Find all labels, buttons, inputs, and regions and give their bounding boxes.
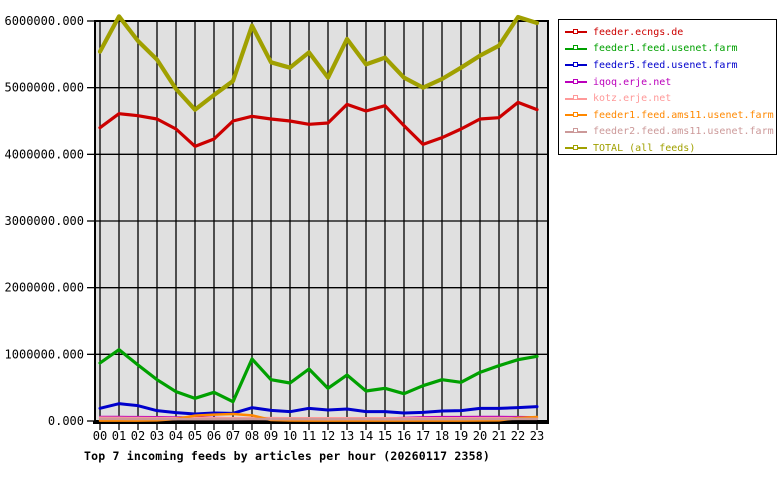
series-line-feeder-ecngs-de xyxy=(98,100,539,148)
x-tick-label: 03 xyxy=(150,429,164,443)
x-tick-label: 19 xyxy=(454,429,468,443)
legend-label: feeder5.feed.usenet.farm xyxy=(593,59,738,71)
x-tick-label: 07 xyxy=(226,429,240,443)
legend-label: iqoq.erje.net xyxy=(593,76,672,88)
legend-label: feeder2.feed.ams11.usenet.farm xyxy=(593,126,774,138)
y-tick-label: 6000000.000 xyxy=(5,14,84,28)
x-tick-label: 17 xyxy=(416,429,430,443)
legend-item: iqoq.erje.net xyxy=(565,74,776,91)
x-tick-label: 14 xyxy=(359,429,373,443)
legend-item: feeder1.feed.usenet.farm xyxy=(565,41,776,58)
x-tick-label: 00 xyxy=(93,429,107,443)
x-tick-label: 15 xyxy=(378,429,392,443)
x-tick-label: 05 xyxy=(188,429,202,443)
legend-point-marker xyxy=(573,61,578,67)
legend-line-marker xyxy=(565,95,587,101)
legend-label: feeder.ecngs.de xyxy=(593,26,684,38)
legend-item: TOTAL (all feeds) xyxy=(565,140,776,157)
legend-label: feeder1.feed.usenet.farm xyxy=(593,43,738,55)
legend-item: feeder.ecngs.de xyxy=(565,24,776,41)
legend-line-marker xyxy=(565,28,587,34)
legend-label: TOTAL (all feeds) xyxy=(593,142,696,154)
legend-point-marker xyxy=(573,45,578,51)
series-line-feeder5-feed-usenet-farm xyxy=(98,402,539,416)
legend-label: feeder1.feed.ams11.usenet.farm xyxy=(593,109,774,121)
x-tick-label: 12 xyxy=(321,429,335,443)
legend-item: kotz.erje.net xyxy=(565,90,776,107)
legend-item: feeder5.feed.usenet.farm xyxy=(565,57,776,74)
x-tick-label: 02 xyxy=(131,429,145,443)
y-tick-label: 5000000.000 xyxy=(5,81,84,95)
legend-line-marker xyxy=(565,111,587,117)
x-tick-label: 13 xyxy=(340,429,354,443)
x-tick-label: 20 xyxy=(473,429,487,443)
legend-box: feeder.ecngs.de feeder1.feed.usenet.farm f… xyxy=(558,19,777,155)
legend-label: kotz.erje.net xyxy=(593,93,672,105)
x-tick-label: 08 xyxy=(245,429,259,443)
y-tick-label: 3000000.000 xyxy=(5,214,84,228)
x-tick-label: 18 xyxy=(435,429,449,443)
x-tick-label: 01 xyxy=(112,429,126,443)
legend-line-marker xyxy=(565,61,587,67)
y-tick-label: 2000000.000 xyxy=(5,281,84,295)
legend-point-marker xyxy=(573,111,578,117)
legend-item: feeder1.feed.ams11.usenet.farm xyxy=(565,107,776,124)
x-tick-label: 22 xyxy=(511,429,525,443)
y-tick-label: 1000000.000 xyxy=(5,347,84,361)
x-tick-label: 11 xyxy=(302,429,316,443)
legend-line-marker xyxy=(565,45,587,51)
x-tick-label: 06 xyxy=(207,429,221,443)
legend-point-marker xyxy=(573,78,578,84)
legend-point-marker xyxy=(573,128,578,134)
legend-point-marker xyxy=(573,28,578,34)
series-line-feeder1-feed-usenet-farm xyxy=(98,348,539,404)
y-tick-label: 4000000.000 xyxy=(5,147,84,161)
x-tick-label: 10 xyxy=(283,429,297,443)
x-tick-label: 04 xyxy=(169,429,183,443)
legend-item: feeder2.feed.ams11.usenet.farm xyxy=(565,124,776,141)
x-tick-label: 23 xyxy=(530,429,544,443)
legend-point-marker xyxy=(573,144,578,150)
x-tick-label: 16 xyxy=(397,429,411,443)
x-tick-label: 21 xyxy=(492,429,506,443)
series-line-total-all-feeds- xyxy=(97,14,540,112)
legend-line-marker xyxy=(565,144,587,150)
legend-point-marker xyxy=(573,95,578,101)
x-tick-label: 09 xyxy=(264,429,278,443)
y-tick-label: 0.000 xyxy=(48,414,84,428)
legend-line-marker xyxy=(565,128,587,134)
legend-line-marker xyxy=(565,78,587,84)
chart-title: Top 7 incoming feeds by articles per hou… xyxy=(84,449,491,463)
